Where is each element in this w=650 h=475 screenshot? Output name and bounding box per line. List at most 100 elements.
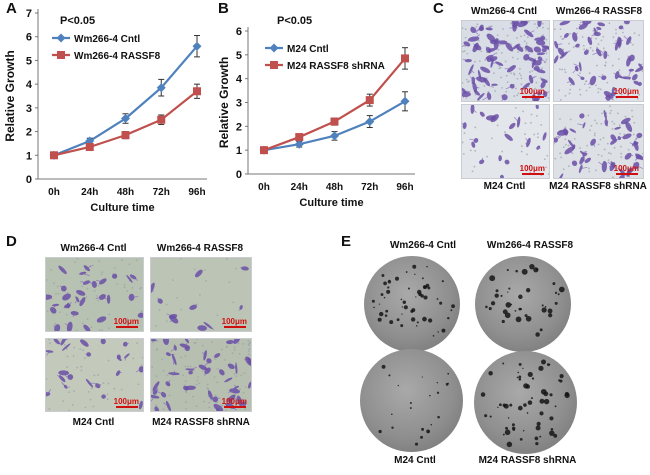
pore (474, 126, 477, 129)
cell-process (640, 63, 643, 67)
pore (465, 78, 468, 81)
cell-process (508, 137, 511, 142)
colony (409, 401, 412, 404)
colony (518, 377, 522, 381)
data-point (121, 114, 130, 124)
pore (535, 81, 538, 84)
cell-process (545, 91, 549, 95)
panel-e-label-m24-cntl: M24 Cntl (394, 455, 436, 466)
pore (523, 34, 526, 37)
colony (535, 425, 541, 431)
cell-process (488, 56, 491, 60)
pore (57, 292, 60, 295)
pore (600, 154, 603, 157)
cell-process (488, 25, 492, 30)
pore (462, 50, 464, 53)
pore (561, 68, 564, 71)
data-point (50, 151, 58, 160)
pore (546, 154, 549, 157)
pore (615, 40, 618, 42)
pore (242, 322, 244, 325)
pore (568, 92, 571, 95)
cell-process (85, 353, 89, 355)
colony (554, 301, 558, 305)
cell (165, 400, 172, 411)
pore (213, 376, 216, 379)
cell-process (537, 36, 544, 40)
y-tick-label: 1 (26, 150, 32, 162)
pore (68, 386, 71, 389)
x-tick-label: 96h (396, 182, 413, 193)
colony (415, 325, 418, 327)
cell-process (95, 296, 103, 300)
pore (526, 36, 529, 39)
cell (219, 369, 225, 376)
pore (597, 87, 600, 90)
cell (207, 390, 213, 400)
cell-process (489, 117, 492, 120)
pore (96, 295, 99, 297)
pore (171, 279, 174, 282)
cell (535, 39, 546, 46)
colony (538, 365, 544, 371)
colony-plate-wm-cntl (364, 256, 460, 352)
pore (90, 326, 93, 329)
pore (567, 165, 570, 168)
scale-bar-line (223, 326, 246, 328)
pore (595, 122, 598, 125)
panel-label-b: B (218, 0, 229, 17)
scale-bar-label: 100μm (221, 397, 247, 406)
cell (584, 157, 591, 164)
cell (617, 136, 621, 141)
colony (519, 437, 523, 441)
data-point (365, 96, 374, 105)
cell-process (636, 80, 639, 84)
cell (76, 290, 86, 296)
cell-process (204, 370, 208, 376)
pore (600, 122, 603, 125)
cell-process (208, 394, 211, 397)
pore (463, 132, 466, 134)
cell-process (198, 273, 202, 275)
colony (498, 403, 502, 407)
cell (165, 352, 171, 357)
pore (221, 348, 223, 351)
cell-process (116, 356, 120, 360)
cell (603, 50, 608, 60)
pore (202, 369, 204, 372)
cell-process (151, 287, 154, 292)
cell-process (470, 69, 475, 74)
cell-process (525, 137, 529, 143)
pore (573, 137, 576, 140)
pore (533, 133, 536, 136)
pore (513, 95, 516, 97)
pore (522, 110, 524, 113)
colony (506, 268, 509, 272)
pore (193, 341, 196, 344)
pore (66, 366, 68, 369)
pore (622, 31, 624, 34)
cell (83, 324, 91, 331)
cell (58, 265, 67, 275)
x-tick-label: 96h (188, 187, 205, 198)
pore (559, 152, 561, 155)
y-tick-label: 2 (236, 121, 242, 133)
cell-process (534, 47, 538, 50)
colony (507, 291, 509, 293)
x-axis-title: Culture time (90, 202, 154, 214)
pore (609, 152, 612, 155)
scale-bar: 100μm (520, 164, 545, 175)
cell-process (639, 66, 643, 70)
cell-process (228, 390, 235, 393)
cell-process (86, 264, 94, 269)
x-tick-label: 0h (258, 182, 270, 193)
pore (249, 341, 251, 344)
scale-bar-label: 100μm (113, 397, 139, 406)
cell-process (53, 324, 58, 329)
panel-d-label-m24-cntl: M24 Cntl (72, 417, 115, 428)
growth-chart-a: 0 1 2 3 4 5 6 7 0h 24h 48h 72h 96h Culture time Relati… (3, 8, 207, 214)
cell-process (507, 46, 510, 49)
colony (411, 308, 416, 313)
pore (123, 286, 126, 289)
cell-process (500, 176, 503, 178)
